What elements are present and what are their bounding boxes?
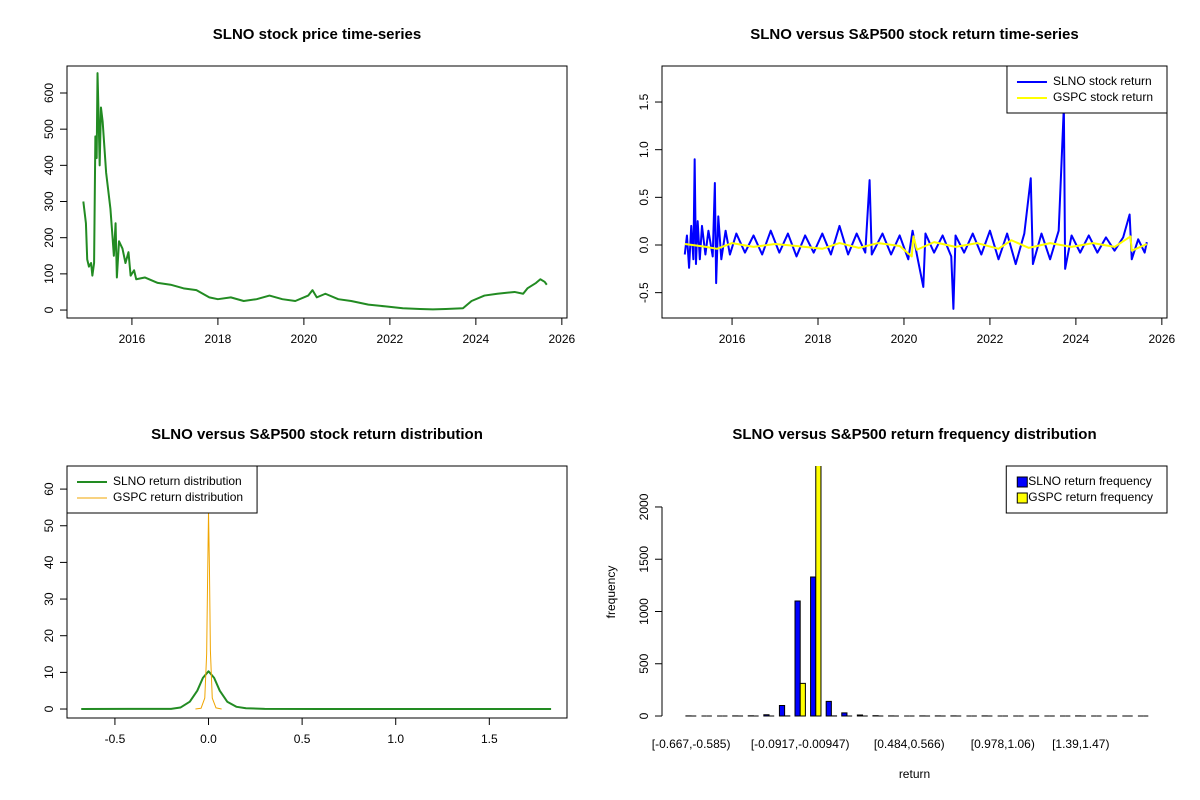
legend-frame [1005, 465, 1168, 514]
bar [815, 466, 822, 717]
chart-title: SLNO versus S&P500 return frequency dist… [732, 426, 1096, 443]
chart-title: SLNO versus S&P500 stock return time-ser… [750, 26, 1078, 43]
y-tick-label: 1.0 [637, 141, 651, 158]
x-tick-label: 2020 [891, 332, 918, 346]
plot-area [82, 72, 548, 311]
x-tick-label: [-0.0917,-0.00947) [751, 737, 850, 751]
x-tick-label: 2020 [291, 332, 318, 346]
y-tick-label: 20 [42, 629, 56, 643]
bar [799, 682, 806, 717]
chart-title: SLNO stock price time-series [213, 26, 421, 43]
legend: SLNO stock return GSPC stock return [1006, 65, 1168, 114]
x-tick-label: 2024 [1063, 332, 1090, 346]
y-tick-label: 40 [42, 555, 56, 569]
series-line [82, 72, 548, 311]
legend-label: SLNO return frequency [1028, 474, 1151, 488]
legend-swatch [1016, 476, 1028, 488]
series-line [81, 670, 552, 711]
bar [825, 700, 832, 717]
y-tick-label: 2000 [637, 493, 651, 520]
x-tick-label: [-0.667,-0.585) [652, 737, 731, 751]
y-tick-label: 0 [42, 306, 56, 313]
legend-label: GSPC stock return [1053, 90, 1153, 104]
y-tick-label: 500 [637, 653, 651, 673]
y-tick-label: 300 [42, 191, 56, 211]
plot-area [683, 105, 1148, 310]
y-tick-label: 600 [42, 83, 56, 103]
legend-label: GSPC return frequency [1028, 490, 1153, 504]
x-tick-label: [1.39,1.47) [1052, 737, 1109, 751]
y-tick-label: 200 [42, 227, 56, 247]
legend: SLNO return frequency GSPC return frequen… [1005, 465, 1168, 514]
legend-frame [66, 465, 258, 514]
bar [778, 705, 786, 717]
y-tick-label: 50 [42, 519, 56, 533]
plot-frame [66, 65, 568, 319]
y-tick-label: -0.5 [637, 282, 651, 303]
x-tick-label: 2016 [719, 332, 746, 346]
plot-area [81, 510, 552, 711]
bar [794, 600, 801, 717]
y-tick-label: 1000 [637, 598, 651, 625]
plot-area [685, 466, 1149, 717]
y-tick-label: 1500 [637, 546, 651, 573]
y-tick-label: 0.0 [637, 236, 651, 253]
y-axis-label: frequency [604, 566, 618, 619]
chart-title: SLNO versus S&P500 stock return distribu… [151, 426, 483, 443]
x-tick-label: 0.5 [294, 732, 311, 746]
y-tick-label: 60 [42, 482, 56, 496]
panel: SLNO versus S&P500 stock return distribu… [42, 426, 568, 746]
y-tick-label: 0 [637, 712, 651, 719]
legend-label: SLNO stock return [1053, 74, 1152, 88]
series-line [195, 510, 222, 710]
x-axis-label: return [899, 767, 930, 781]
panel: SLNO versus S&P500 stock return time-ser… [637, 26, 1175, 346]
legend-frame [1006, 65, 1168, 114]
panel: SLNO versus S&P500 return frequency dist… [604, 426, 1168, 781]
y-tick-label: 100 [42, 264, 56, 284]
x-tick-label: 2024 [463, 332, 490, 346]
x-tick-label: 1.0 [387, 732, 404, 746]
panel: SLNO stock price time-series 0 100 200 300 40… [42, 26, 575, 346]
y-tick-label: 30 [42, 592, 56, 606]
y-tick-label: 500 [42, 119, 56, 139]
x-tick-label: 2026 [548, 332, 575, 346]
series-line [683, 105, 1148, 310]
legend-swatch [1016, 492, 1028, 504]
x-tick-label: 2022 [977, 332, 1004, 346]
bar [763, 714, 770, 717]
bar [856, 714, 864, 717]
x-tick-label: 1.5 [481, 732, 498, 746]
x-tick-label: 2022 [377, 332, 404, 346]
legend-label: SLNO return distribution [113, 474, 242, 488]
x-tick-label: 2026 [1148, 332, 1175, 346]
x-tick-label: -0.5 [105, 732, 126, 746]
y-tick-label: 400 [42, 155, 56, 175]
x-tick-label: 2016 [119, 332, 146, 346]
series-line [684, 235, 1148, 258]
x-tick-label: [0.978,1.06) [971, 737, 1035, 751]
legend-label: GSPC return distribution [113, 490, 243, 504]
x-tick-label: 2018 [805, 332, 832, 346]
y-tick-label: 0 [42, 705, 56, 712]
x-tick-label: [0.484,0.566) [874, 737, 945, 751]
bar [810, 576, 817, 717]
x-tick-label: 0.0 [200, 732, 217, 746]
y-tick-label: 0.5 [637, 189, 651, 206]
legend: SLNO return distribution GSPC return dist… [66, 465, 258, 514]
x-tick-label: 2018 [205, 332, 232, 346]
y-tick-label: 10 [42, 665, 56, 679]
y-tick-label: 1.5 [637, 93, 651, 110]
bar [841, 712, 848, 717]
